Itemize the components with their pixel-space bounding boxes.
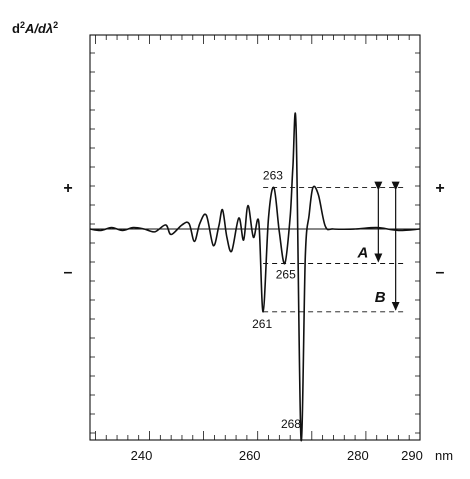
- x-unit-label: nm: [435, 448, 453, 463]
- peak-label-268: 268: [281, 417, 301, 431]
- spectrum-line: [89, 112, 421, 442]
- minus-sign-right: –: [436, 264, 445, 281]
- x-tick-label: 280: [347, 448, 369, 463]
- minus-sign-left: –: [64, 264, 73, 281]
- y-axis-label-part: 2: [20, 20, 25, 30]
- y-axis-label-part: λ: [45, 21, 53, 36]
- peak-label-265: 265: [276, 268, 296, 282]
- measurement-label-B: B: [375, 289, 386, 306]
- x-tick-label: 290: [401, 448, 423, 463]
- plus-sign-right: +: [435, 180, 444, 197]
- x-tick-label: 240: [131, 448, 153, 463]
- peak-label-263: 263: [263, 169, 283, 183]
- y-axis-label: d2A/dλ2: [12, 20, 58, 36]
- y-axis-label-part: d: [12, 21, 20, 36]
- x-tick-label: 260: [239, 448, 261, 463]
- plus-sign-left: +: [63, 180, 72, 197]
- y-axis-label-part: A/d: [24, 21, 47, 36]
- plot-frame: [89, 34, 421, 441]
- y-axis-label-part: 2: [53, 20, 58, 30]
- measurement-label-A: A: [357, 245, 369, 262]
- peak-label-261: 261: [252, 317, 272, 331]
